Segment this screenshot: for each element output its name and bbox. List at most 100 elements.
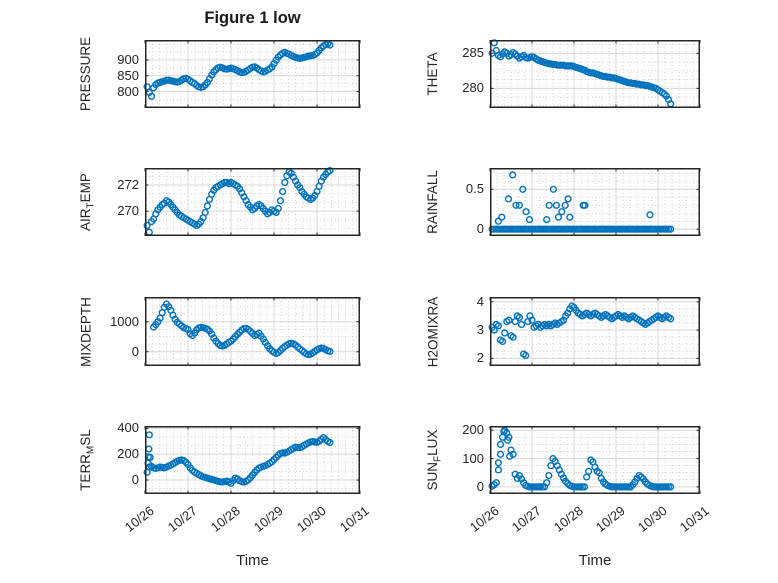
axes-border <box>490 426 700 494</box>
scatter-series-rainfall <box>488 171 675 233</box>
data-point <box>276 346 285 355</box>
y-tick-label: 2 <box>476 350 484 366</box>
data-point <box>499 50 507 58</box>
y-axis-label-rainfall: RAINFALL <box>425 170 440 234</box>
data-point <box>496 450 505 458</box>
data-point <box>326 41 334 49</box>
data-point <box>509 333 517 341</box>
y-tick-label: 0 <box>131 343 139 359</box>
y-tick-label: 285 <box>462 45 484 61</box>
y-tick-label: 900 <box>117 51 139 67</box>
data-point <box>558 208 566 216</box>
data-point <box>505 316 513 324</box>
x-tick-label: 10/26 <box>122 503 158 535</box>
data-point <box>500 428 508 436</box>
axes-border <box>490 297 700 366</box>
scatter-series-theta <box>488 39 675 108</box>
scatter-series-terrmsl <box>143 431 334 487</box>
scatter-series-sunflux <box>488 426 675 491</box>
data-point <box>580 483 589 491</box>
subplot-h2omixra <box>488 297 701 366</box>
axes-border <box>145 297 360 366</box>
data-point <box>162 76 171 84</box>
data-point <box>545 201 553 209</box>
data-point <box>522 351 530 360</box>
data-point <box>543 479 551 487</box>
data-point <box>549 185 558 193</box>
data-point <box>557 470 566 478</box>
data-point <box>496 440 505 449</box>
x-tick-label: 10/30 <box>635 503 671 535</box>
subplot-rainfall <box>488 168 701 236</box>
data-point <box>501 329 509 337</box>
data-point <box>522 208 530 216</box>
data-point <box>492 479 500 487</box>
figure-title: Figure 1 low <box>204 9 301 27</box>
data-point <box>581 201 589 209</box>
y-tick-label: 1000 <box>110 313 139 329</box>
y-tick-label: 272 <box>117 177 139 192</box>
data-point <box>319 434 328 442</box>
x-axis-label-right: Time <box>578 552 612 569</box>
data-point <box>554 213 563 221</box>
y-axis-label-h2omixra: H2OMIXRA <box>425 296 440 367</box>
data-point <box>145 445 153 453</box>
data-point <box>519 185 527 193</box>
data-point <box>326 438 334 447</box>
data-point <box>165 303 173 311</box>
axes-border <box>145 40 360 108</box>
y-tick-label: 100 <box>462 450 484 466</box>
data-point <box>543 215 551 224</box>
y-tick-label: 850 <box>117 67 139 83</box>
y-tick-label: 0 <box>476 478 484 494</box>
y-tick-label: 270 <box>117 203 139 219</box>
x-tick-label: 10/28 <box>208 503 244 535</box>
data-point <box>585 467 593 475</box>
data-point <box>499 337 507 346</box>
data-point <box>517 475 526 483</box>
data-point <box>504 195 513 203</box>
y-axis-label-pressure: PRESSURE <box>78 36 93 112</box>
data-point <box>326 347 334 356</box>
scatter-series-airtemp <box>143 166 334 236</box>
y-tick-label: 200 <box>462 422 484 438</box>
data-point <box>146 453 154 462</box>
data-point <box>246 327 255 335</box>
x-tick-label: 10/29 <box>593 503 629 535</box>
data-point <box>582 473 591 481</box>
y-tick-label: 3 <box>476 322 484 338</box>
data-point <box>494 322 502 330</box>
x-tick-label: 10/29 <box>251 503 287 535</box>
axes-border <box>490 168 700 236</box>
data-point <box>281 178 289 187</box>
subplot-pressure <box>143 40 361 108</box>
data-point <box>326 166 334 175</box>
y-axis-label-mixdepth: MIXDEPTH <box>78 296 93 367</box>
data-point <box>667 225 675 233</box>
x-tick-label: 10/30 <box>294 503 330 535</box>
data-point <box>220 178 229 187</box>
data-point <box>504 436 512 444</box>
axes-border <box>145 426 360 494</box>
x-tick-label: 10/31 <box>337 503 373 535</box>
data-point <box>507 51 515 59</box>
data-point <box>494 459 502 467</box>
data-point <box>552 201 561 209</box>
data-point <box>667 315 675 323</box>
scatter-series-pressure <box>143 40 334 100</box>
data-point <box>145 228 153 236</box>
x-tick-label: 10/28 <box>551 503 587 535</box>
data-point <box>512 201 520 209</box>
x-tick-label: 10/31 <box>677 503 713 535</box>
data-point <box>561 201 569 209</box>
y-tick-label: 4 <box>476 293 484 309</box>
data-point <box>646 211 654 219</box>
y-axis-label-airtemp: AIRTEMP <box>78 173 97 231</box>
data-point <box>515 201 524 209</box>
data-point <box>509 171 517 179</box>
y-tick-label: 0 <box>476 221 484 237</box>
subplot-mixdepth <box>144 297 361 366</box>
axes-border <box>145 168 360 236</box>
y-tick-label: 400 <box>117 420 139 436</box>
